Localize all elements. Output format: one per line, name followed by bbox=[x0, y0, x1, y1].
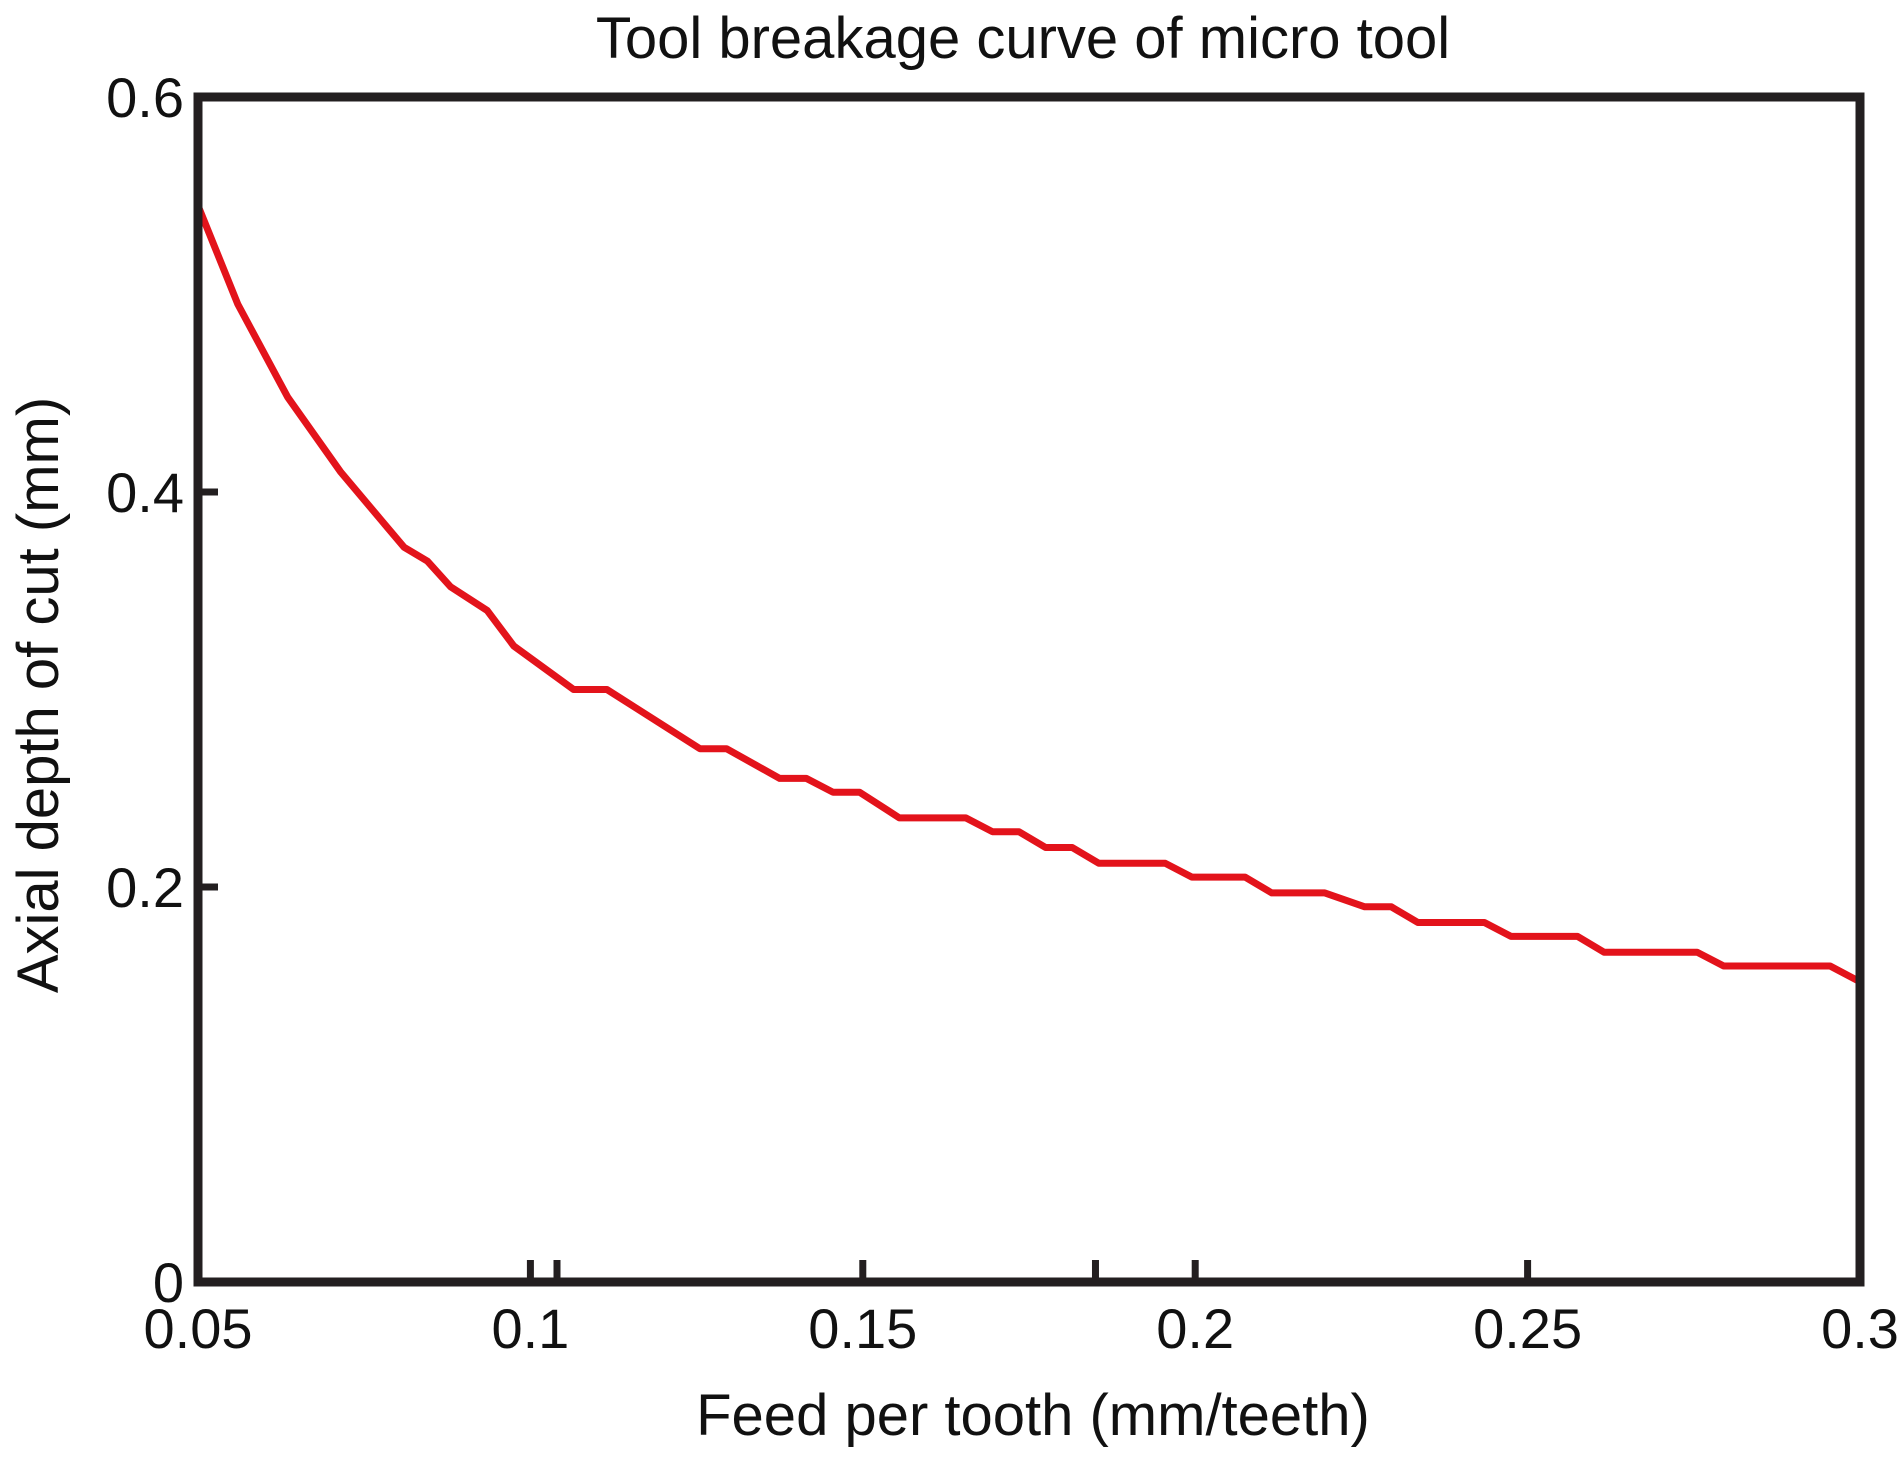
y-tick-label: 0.2 bbox=[106, 856, 184, 919]
y-tick-label: 0 bbox=[153, 1251, 184, 1314]
x-tick-label: 0.05 bbox=[144, 1297, 253, 1360]
y-tick-label: 0.6 bbox=[106, 66, 184, 129]
x-tick-label: 0.3 bbox=[1821, 1297, 1899, 1360]
x-axis-label: Feed per tooth (mm/teeth) bbox=[696, 1383, 1370, 1448]
x-tick-label: 0.1 bbox=[491, 1297, 569, 1360]
breakage-curve-line bbox=[194, 202, 1864, 986]
chart-title: Tool breakage curve of micro tool bbox=[596, 6, 1450, 71]
y-axis-label: Axial depth of cut (mm) bbox=[6, 397, 71, 993]
x-tick-label: 0.2 bbox=[1156, 1297, 1234, 1360]
plot-frame bbox=[193, 92, 1865, 1287]
x-tick-label: 0.25 bbox=[1473, 1297, 1582, 1360]
y-tick-label: 0.4 bbox=[106, 461, 184, 524]
x-tick-label: 0.15 bbox=[808, 1297, 917, 1360]
x-axis-ticks: 0.05 0.1 0.15 0.2 0.25 0.3 bbox=[144, 1260, 1899, 1360]
